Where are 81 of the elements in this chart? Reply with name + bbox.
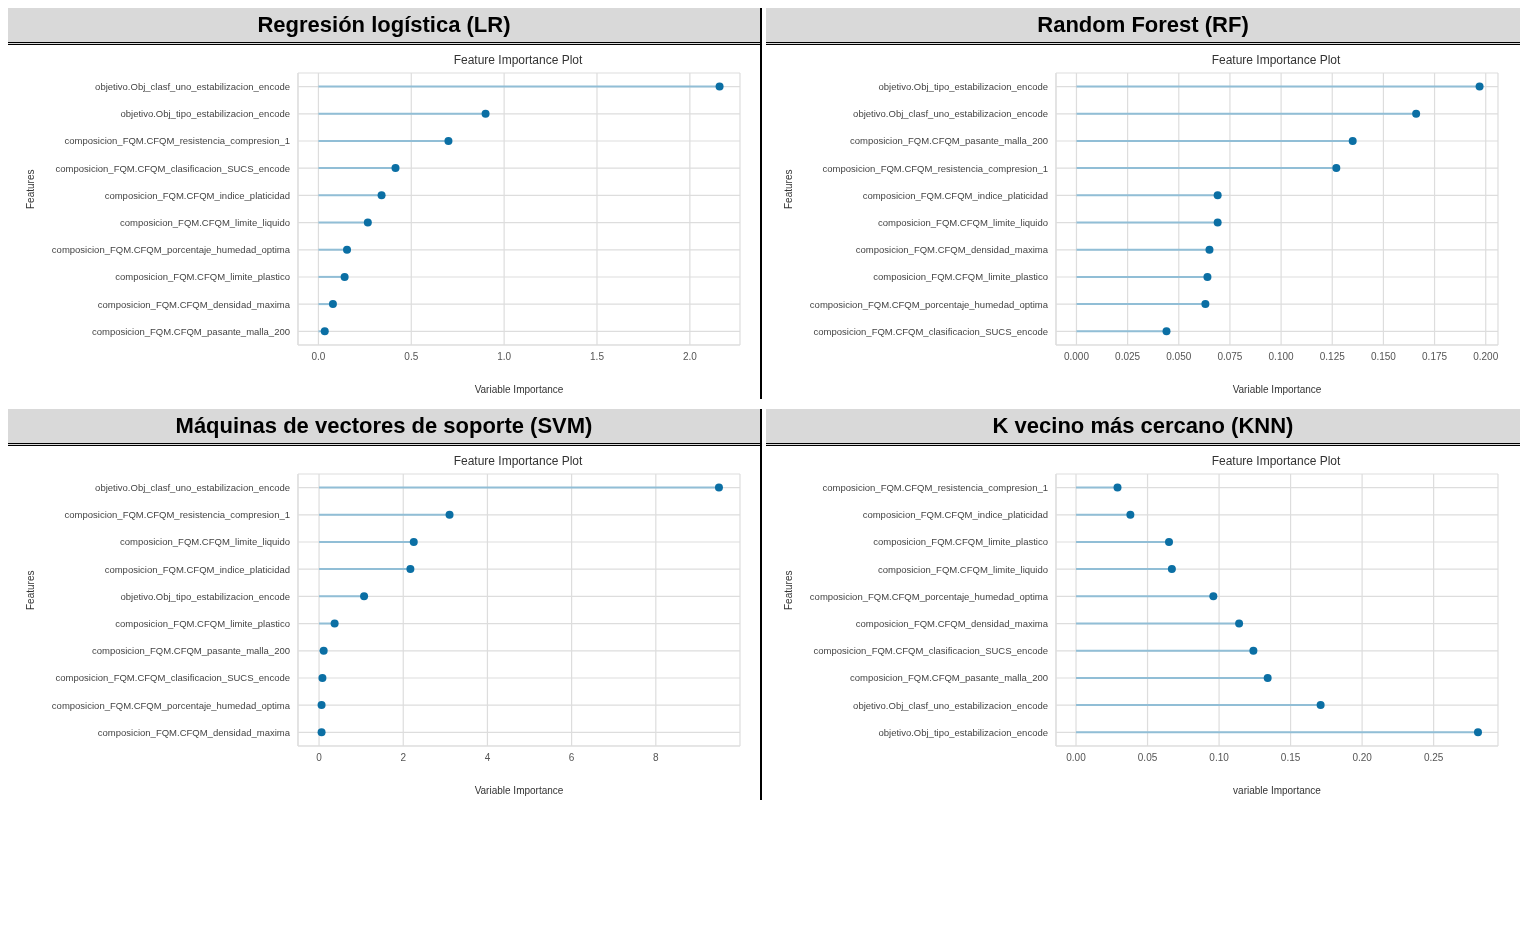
y-tick-label: objetivo.Obj_tipo_estabilizacion_encode <box>120 590 290 602</box>
x-axis-title: Variable Importance <box>474 384 564 395</box>
y-tick-label: composicion_FQM.CFQM_resistencia_compresion_1 <box>64 135 290 147</box>
x-tick-label: 1.5 <box>590 351 605 363</box>
y-tick-label: composicion_FQM.CFQM_limite_liquido <box>120 536 290 548</box>
x-tick-label: 0.0 <box>311 351 326 363</box>
y-tick-label: composicion_FQM.CFQM_limite_liquido <box>120 216 290 228</box>
y-tick-label: composicion_FQM.CFQM_limite_liquido <box>878 216 1048 228</box>
y-tick-label: objetivo.Obj_tipo_estabilizacion_encode <box>120 108 290 120</box>
y-tick-label: composicion_FQM.CFQM_limite_plastico <box>873 536 1048 548</box>
y-tick-label: composicion_FQM.CFQM_porcentaje_humedad_optima <box>809 298 1049 310</box>
y-tick-label: objetivo.Obj_tipo_estabilizacion_encode <box>878 80 1048 92</box>
x-tick-label: 0.25 <box>1423 752 1444 764</box>
y-tick-label: composicion_FQM.CFQM_pasante_malla_200 <box>849 135 1048 147</box>
y-tick-label: objetivo.Obj_clasf_uno_estabilizacion_encode <box>853 108 1048 120</box>
y-tick-label: composicion_FQM.CFQM_resistencia_compresion_1 <box>64 509 290 521</box>
x-tick-label: 1.0 <box>497 351 512 363</box>
chart-title: Random Forest (RF) <box>766 8 1520 45</box>
chart-subtitle: Feature Importance Plot <box>1210 454 1342 470</box>
chart-title: Máquinas de vectores de soporte (SVM) <box>8 409 760 446</box>
y-tick-label: composicion_FQM.CFQM_indice_platicidad <box>104 563 290 575</box>
y-tick-label: composicion_FQM.CFQM_clasificacion_SUCS_encode <box>55 672 290 684</box>
chart-title: K vecino más cercano (KNN) <box>766 409 1520 446</box>
x-tick-label: 0.200 <box>1473 351 1499 363</box>
chart-subtitle: Feature Importance Plot <box>452 53 584 69</box>
y-axis-title: Features <box>24 169 36 209</box>
x-tick-label: 8 <box>653 752 660 764</box>
y-tick-label: composicion_FQM.CFQM_clasificacion_SUCS_encode <box>813 325 1048 337</box>
y-tick-label: composicion_FQM.CFQM_clasificacion_SUCS_encode <box>55 162 290 174</box>
y-tick-label: composicion_FQM.CFQM_clasificacion_SUCS_encode <box>813 645 1048 657</box>
y-tick-label: composicion_FQM.CFQM_pasante_malla_200 <box>849 672 1048 684</box>
y-tick-label: composicion_FQM.CFQM_densidad_maxima <box>97 298 291 310</box>
x-tick-label: 0.15 <box>1280 752 1301 764</box>
y-tick-label: composicion_FQM.CFQM_limite_plastico <box>115 617 290 629</box>
y-axis-title: Features <box>24 570 36 610</box>
x-tick-label: 6 <box>568 752 575 764</box>
x-tick-label: 0.050 <box>1166 351 1192 363</box>
y-tick-label: composicion_FQM.CFQM_limite_liquido <box>878 563 1048 575</box>
x-axis-title: variable Importance <box>1233 785 1322 796</box>
x-tick-label: 0.125 <box>1319 351 1346 363</box>
y-tick-label: composicion_FQM.CFQM_densidad_maxima <box>97 726 291 738</box>
y-tick-label: composicion_FQM.CFQM_indice_platicidad <box>862 509 1048 521</box>
y-tick-label: composicion_FQM.CFQM_resistencia_compresion_1 <box>822 481 1048 493</box>
x-tick-label: 0.05 <box>1137 752 1158 764</box>
y-tick-label: objetivo.Obj_clasf_uno_estabilizacion_encode <box>95 481 290 493</box>
y-tick-label: composicion_FQM.CFQM_densidad_maxima <box>855 244 1049 256</box>
y-tick-label: objetivo.Obj_clasf_uno_estabilizacion_encode <box>853 699 1048 711</box>
y-tick-label: composicion_FQM.CFQM_pasante_malla_200 <box>91 325 290 337</box>
chart-subtitle: Feature Importance Plot <box>1210 53 1342 69</box>
x-axis-title: Variable Importance <box>1232 384 1322 395</box>
y-tick-label: composicion_FQM.CFQM_porcentaje_humedad_optima <box>809 590 1049 602</box>
y-tick-label: composicion_FQM.CFQM_indice_platicidad <box>862 189 1048 201</box>
x-tick-label: 0.025 <box>1115 351 1141 363</box>
y-tick-label: composicion_FQM.CFQM_densidad_maxima <box>855 617 1049 629</box>
y-tick-label: objetivo.Obj_tipo_estabilizacion_encode <box>878 726 1048 738</box>
x-axis-title: Variable Importance <box>474 785 564 796</box>
x-tick-label: 0.100 <box>1268 351 1295 363</box>
x-tick-label: 0.20 <box>1352 752 1373 764</box>
y-tick-label: composicion_FQM.CFQM_porcentaje_humedad_optima <box>51 244 291 256</box>
x-tick-label: 2 <box>400 752 407 764</box>
x-tick-label: 0.5 <box>404 351 419 363</box>
y-tick-label: composicion_FQM.CFQM_indice_platicidad <box>104 189 290 201</box>
y-tick-label: composicion_FQM.CFQM_porcentaje_humedad_optima <box>51 699 291 711</box>
x-tick-label: 0.175 <box>1422 351 1448 363</box>
y-axis-title: Features <box>782 169 794 209</box>
chart-subtitle: Feature Importance Plot <box>452 454 584 470</box>
x-tick-label: 0.150 <box>1370 351 1397 363</box>
y-tick-label: composicion_FQM.CFQM_pasante_malla_200 <box>91 645 290 657</box>
x-tick-label: 4 <box>484 752 491 764</box>
x-tick-label: 0 <box>316 752 323 764</box>
x-tick-label: 2.0 <box>682 351 698 363</box>
x-tick-label: 0.10 <box>1209 752 1230 764</box>
y-tick-label: objetivo.Obj_clasf_uno_estabilizacion_encode <box>95 80 290 92</box>
x-tick-label: 0.075 <box>1217 351 1243 363</box>
x-tick-label: 0.00 <box>1066 752 1087 764</box>
y-axis-title: Features <box>782 570 794 610</box>
y-tick-label: composicion_FQM.CFQM_resistencia_compresion_1 <box>822 162 1048 174</box>
y-tick-label: composicion_FQM.CFQM_limite_plastico <box>115 271 290 283</box>
chart-title: Regresión logística (LR) <box>8 8 760 45</box>
y-tick-label: composicion_FQM.CFQM_limite_plastico <box>873 271 1048 283</box>
x-tick-label: 0.000 <box>1063 351 1090 363</box>
